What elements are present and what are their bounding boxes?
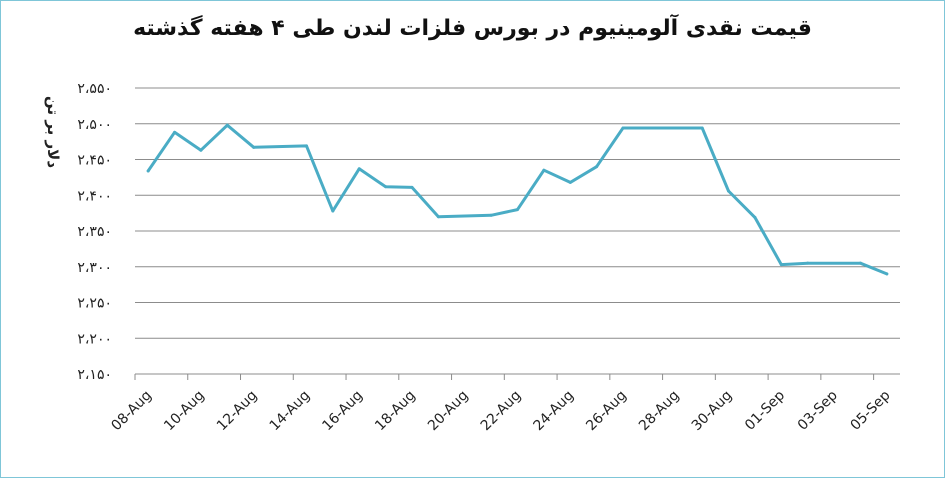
series-group [146,123,889,276]
data-point [806,261,810,265]
x-tick-label: 28-Aug [636,388,683,435]
y-axis-ticks: ۲،۱۵۰ ۲،۲۰۰ ۲،۲۵۰ ۲،۳۰۰ ۲،۳۵۰ ۲،۴۰۰ ۲،۴۵۰ ۲،۵۰۰… [77,81,112,383]
chart-title: قیمت نقدی آلومینیوم در بورس فلزات لندن ط… [133,16,812,41]
series-line [146,123,889,276]
data-point [146,169,150,173]
x-axis-ticks: 08-Aug 10-Aug 12-Aug 14-Aug 16-Aug 18-Aug 20-A… [108,374,894,435]
data-point [779,263,783,267]
x-tick-label: 26-Aug [583,388,630,435]
x-tick-label: 24-Aug [530,388,577,435]
y-tick-label: ۲،۲۵۰ [77,296,112,312]
y-tick-label: ۲،۵۵۰ [77,81,112,97]
data-point [568,180,572,184]
data-point [304,144,308,148]
y-tick-label: ۲،۳۰۰ [77,260,112,276]
x-tick-label: 22-Aug [478,388,525,435]
data-point [436,215,440,219]
y-tick-label: ۲،۵۰۰ [77,117,112,133]
x-tick-label: 01-Sep [742,387,788,433]
data-point [331,209,335,213]
y-tick-label: ۲،۴۰۰ [77,188,112,204]
x-tick-label: 30-Aug [689,388,736,435]
data-point [595,165,599,169]
data-point [753,215,757,219]
data-point [516,208,519,212]
data-point [489,213,493,217]
x-tick-label: 03-Sep [795,387,841,433]
x-tick-label: 14-Aug [267,388,314,435]
data-point [700,126,704,130]
y-tick-label: ۲،۴۵۰ [77,153,112,169]
data-point [885,272,889,276]
data-point [357,167,361,171]
y-axis-label: دلار بر تن [44,96,62,168]
x-tick-label: 05-Sep [847,387,893,433]
x-tick-label: 08-Aug [108,388,155,435]
data-point [542,168,546,172]
x-tick-label: 18-Aug [372,388,419,435]
y-tick-label: ۲،۲۰۰ [77,331,112,347]
data-point [252,145,256,149]
x-tick-label: 12-Aug [214,388,261,435]
x-tick-label: 10-Aug [161,388,208,435]
data-point [858,261,862,265]
y-tick-label: ۲،۳۵۰ [77,224,112,240]
gridlines [135,87,900,339]
x-tick-label: 20-Aug [425,388,472,435]
data-point [199,148,203,152]
x-tick-label: 16-Aug [319,388,366,435]
data-point [727,189,731,193]
data-point [384,185,388,189]
data-point [621,126,625,130]
data-point [173,130,177,134]
data-point [410,185,414,189]
data-point [225,123,229,127]
y-tick-label: ۲،۱۵۰ [77,367,112,383]
